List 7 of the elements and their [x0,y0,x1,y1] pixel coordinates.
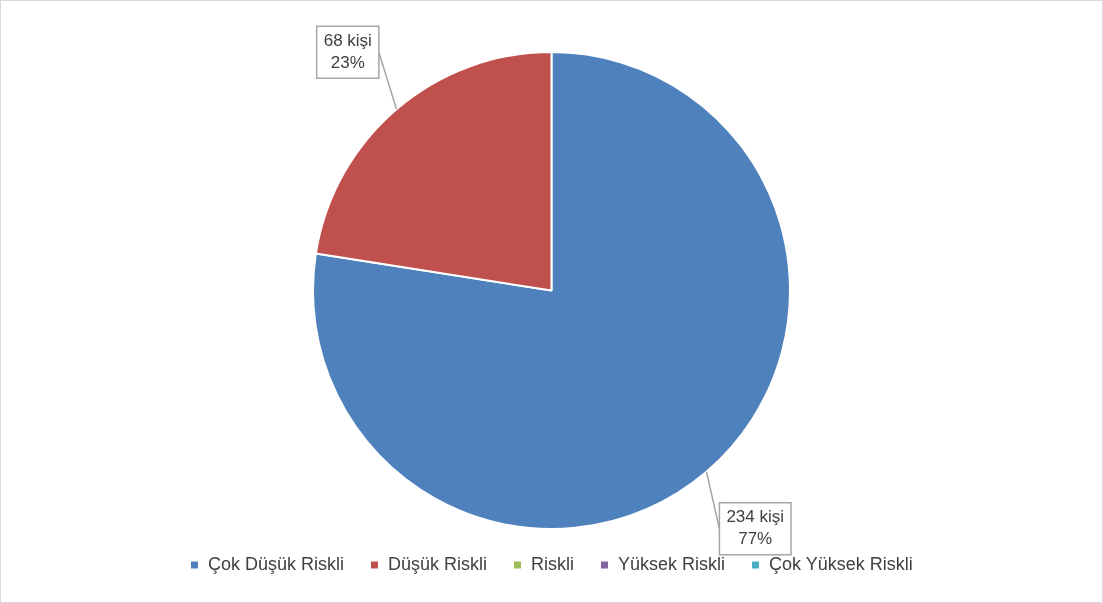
legend-label: Çok Yüksek Riskli [769,553,913,574]
legend-label: Düşük Riskli [387,553,488,574]
legend-label: Çok Düşük Riskli [207,553,344,574]
data-label: 234 kişi 77% [726,507,785,549]
data-label: 68 kişi 23% [323,30,372,72]
legend-label: Riskli [531,553,574,574]
legend-label: Yüksek Riskli [617,553,726,574]
